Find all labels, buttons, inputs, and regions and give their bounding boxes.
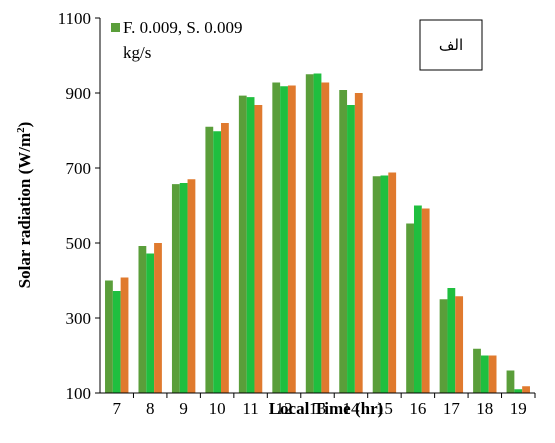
x-tick-label: 7	[112, 399, 121, 418]
legend-unit: kg/s	[123, 43, 151, 62]
bar-series-1-hour-14	[339, 90, 348, 393]
bar-series-1-hour-10	[205, 126, 214, 393]
x-tick-label: 9	[179, 399, 188, 418]
y-axis-title-end: )	[15, 122, 34, 128]
bar-series-3-hour-12	[287, 85, 296, 393]
bar-series-2-hour-15	[380, 175, 389, 393]
bar-series-2-hour-11	[246, 97, 255, 393]
bar-series-2-hour-10	[213, 131, 222, 393]
bar-series-2-hour-14	[347, 105, 355, 393]
y-tick-label: 100	[66, 384, 92, 403]
bar-series-3-hour-16	[421, 208, 430, 393]
label-badge: الف	[419, 19, 483, 71]
x-tick-label: 12	[276, 399, 293, 418]
bar-series-2-hour-9	[179, 183, 188, 393]
x-tick-label: 18	[476, 399, 493, 418]
x-tick-label: 11	[242, 399, 258, 418]
x-axis-title: Local Time (hr)	[269, 399, 384, 418]
bar-series-1-hour-15	[372, 176, 381, 393]
bar-series-1-hour-8	[138, 246, 147, 393]
x-tick-label: 14	[342, 399, 360, 418]
y-tick-label: 500	[66, 234, 92, 253]
bar-series-2-hour-17	[447, 288, 456, 393]
bar-series-1-hour-7	[105, 280, 113, 393]
bar-series-1-hour-12	[272, 82, 281, 393]
bar-series-3-hour-10	[221, 123, 229, 393]
y-tick-label: 300	[66, 309, 92, 328]
x-tick-label: 8	[146, 399, 155, 418]
y-tick-label: 700	[66, 159, 92, 178]
y-axis-title-main: Solar radiation (W/m	[15, 133, 34, 289]
y-tick-label: 900	[66, 84, 92, 103]
bar-series-2-hour-16	[413, 205, 422, 393]
bar-series-3-hour-18	[488, 355, 497, 393]
x-tick-label: 17	[443, 399, 461, 418]
legend-swatch	[111, 23, 120, 32]
bar-series-1-hour-17	[439, 299, 448, 393]
bar-series-3-hour-7	[120, 277, 129, 393]
bar-series-1-hour-16	[406, 223, 414, 393]
bar-series-3-hour-11	[254, 105, 263, 393]
bar-series-3-hour-19	[522, 386, 530, 393]
bar-series-3-hour-15	[388, 172, 397, 393]
bar-series-1-hour-11	[238, 95, 247, 393]
bar-series-3-hour-17	[455, 296, 464, 393]
bar-series-2-hour-8	[146, 253, 155, 393]
bar-series-2-hour-12	[280, 86, 288, 393]
bar-series-1-hour-18	[473, 348, 481, 393]
x-tick-label: 16	[409, 399, 426, 418]
bar-series-1-hour-13	[305, 74, 314, 393]
x-tick-label: 15	[376, 399, 393, 418]
bar-series-1-hour-19	[506, 370, 515, 393]
bar-series-2-hour-19	[514, 389, 523, 393]
bar-series-3-hour-13	[321, 82, 330, 393]
x-tick-label: 13	[309, 399, 326, 418]
label-badge-text: الف	[439, 36, 463, 54]
bar-series-3-hour-8	[154, 243, 162, 393]
y-tick-label: 1100	[58, 9, 91, 28]
y-axis-title-sup: 2	[15, 127, 27, 133]
legend-label: F. 0.009, S. 0.009	[123, 18, 243, 37]
x-tick-label: 10	[209, 399, 226, 418]
y-axis-title: Solar radiation (W/m2)	[15, 122, 34, 289]
bar-series-3-hour-9	[187, 179, 196, 393]
bar-series-2-hour-13	[313, 73, 322, 393]
legend: F. 0.009, S. 0.009 kg/s	[111, 18, 243, 62]
bar-series-3-hour-14	[354, 93, 363, 393]
bar-series-2-hour-7	[112, 291, 121, 393]
bar-series-1-hour-9	[171, 184, 180, 393]
bar-series-2-hour-18	[480, 355, 489, 393]
label-badge-box	[419, 19, 483, 71]
x-tick-label: 19	[510, 399, 527, 418]
